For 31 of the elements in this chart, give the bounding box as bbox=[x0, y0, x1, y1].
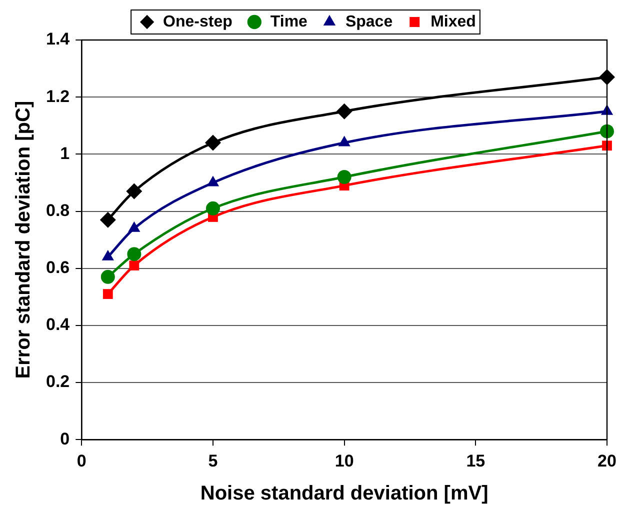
point bbox=[206, 201, 220, 216]
x-axis-title: Noise standard deviation [mV] bbox=[200, 482, 488, 505]
x-tick-label: 20 bbox=[598, 451, 616, 470]
point bbox=[100, 270, 115, 284]
legend-label: One-step bbox=[163, 13, 233, 30]
legend-label: Time bbox=[270, 13, 308, 30]
point bbox=[602, 140, 612, 151]
point bbox=[127, 247, 142, 262]
point bbox=[337, 170, 352, 184]
point bbox=[129, 260, 140, 270]
point bbox=[100, 212, 116, 228]
x-tick-label: 0 bbox=[76, 451, 86, 470]
point bbox=[204, 134, 221, 151]
y-axis-title: Error standard deviation [pC] bbox=[12, 100, 35, 379]
point bbox=[600, 124, 614, 138]
point bbox=[126, 183, 142, 200]
y-tick-label: 1.4 bbox=[46, 30, 70, 49]
y-tick-label: 1.2 bbox=[46, 86, 70, 106]
point bbox=[336, 103, 352, 120]
y-tick-label: 0.8 bbox=[46, 200, 70, 220]
y-tick-label: 1 bbox=[60, 144, 70, 163]
y-tick-label: 0.2 bbox=[46, 372, 70, 392]
x-tick-label: 10 bbox=[334, 451, 354, 470]
legend-label: Space bbox=[345, 13, 393, 30]
y-tick-label: 0 bbox=[60, 429, 70, 448]
x-tick-label: 5 bbox=[208, 451, 218, 470]
x-tick-label: 15 bbox=[466, 451, 486, 470]
legend-label: Mixed bbox=[430, 13, 476, 30]
y-tick-label: 0.4 bbox=[46, 315, 70, 334]
point bbox=[102, 289, 113, 299]
y-tick-label: 0.6 bbox=[46, 258, 70, 278]
